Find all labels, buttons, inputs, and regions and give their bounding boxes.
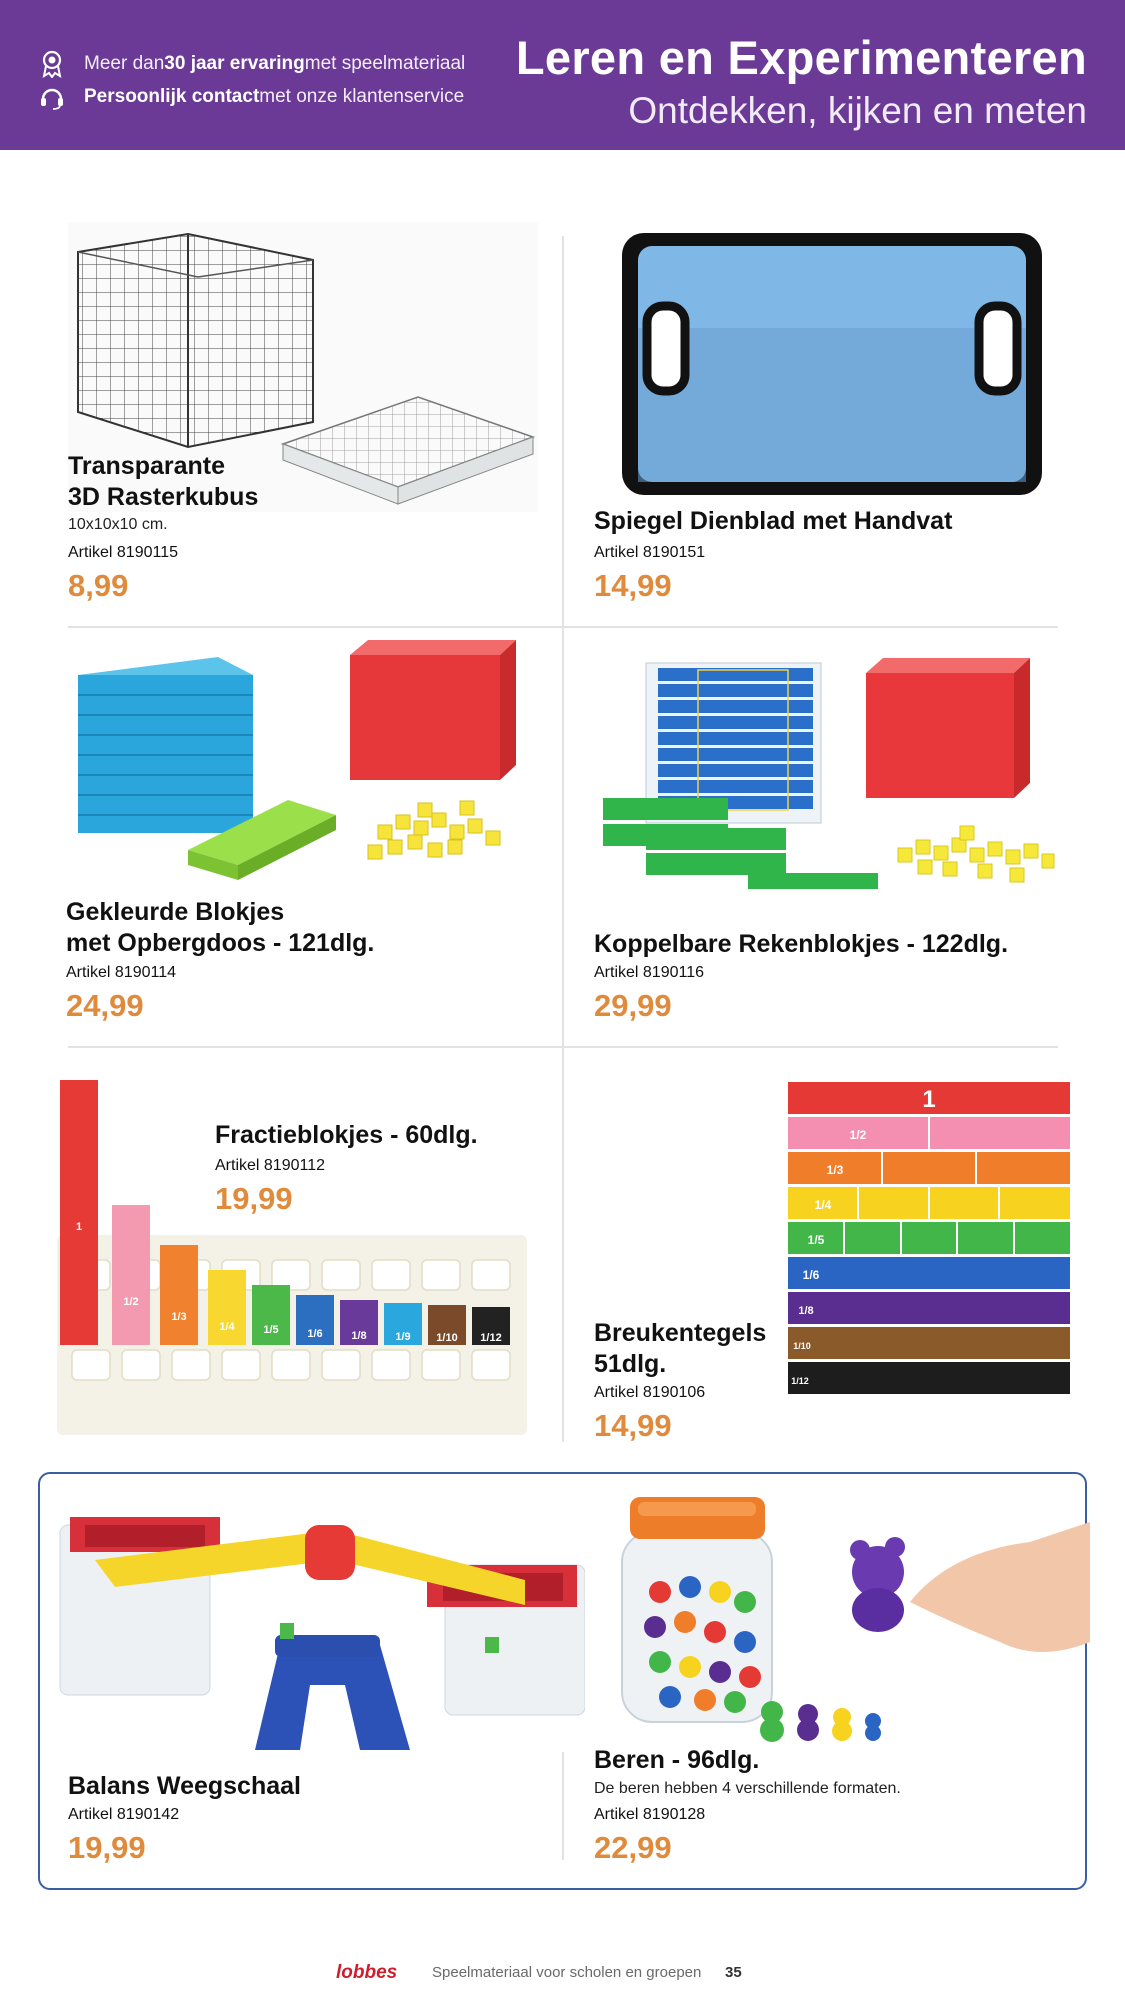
gekleurde-blokjes-name: Gekleurde Blokjes met Opbergdoos - 121dl… (66, 898, 375, 957)
beren-article: Artikel 8190128 (594, 1806, 706, 1823)
dienblad-article: Artikel 8190151 (594, 544, 706, 561)
featured-divider (562, 1752, 564, 1860)
page-title: Leren en Experimenteren (515, 31, 1087, 84)
fraction-label: 1/12 (480, 1332, 501, 1344)
footer-tagline: Speelmateriaal voor scholen en groepen (432, 1964, 702, 1981)
fractieblokjes-price: 19,99 (215, 1181, 293, 1216)
fraction-label: 1/4 (219, 1321, 235, 1333)
tile-label: 1/3 (827, 1163, 844, 1177)
breukentegels-image: 1 1/2 1/3 1/4 1/5 1/6 1/8 1/10 1/12 (788, 1082, 1070, 1402)
tile-label: 1/6 (803, 1268, 820, 1282)
balans-image (55, 1505, 586, 1755)
fraction-label: 1/10 (436, 1332, 457, 1344)
gekleurde-blokjes-price: 24,99 (66, 988, 144, 1023)
featured-box (38, 1472, 1087, 1890)
tile-label: 1/8 (798, 1305, 813, 1317)
dienblad-price: 14,99 (594, 568, 672, 603)
fraction-label: 1/9 (395, 1331, 410, 1343)
fraction-label: 1/2 (123, 1296, 138, 1308)
brand-logo: lobbes (336, 1962, 398, 1983)
beren-image (610, 1492, 1090, 1742)
rasterkubus-desc: 10x10x10 cm. (68, 516, 168, 533)
gekleurde-blokjes-article: Artikel 8190114 (66, 964, 176, 981)
row-divider-2 (68, 1046, 1058, 1048)
row-divider-1 (68, 626, 1058, 628)
rasterkubus-name: Transparante 3D Rasterkubus (68, 452, 259, 511)
fraction-label: 1/5 (263, 1324, 278, 1336)
rasterkubus-article: Artikel 8190115 (68, 544, 178, 561)
fraction-label: 1/8 (351, 1330, 366, 1342)
usp-contact: Persoonlijk contact met onze klantenserv… (38, 83, 464, 111)
koppelbare-blokjes-price: 29,99 (594, 988, 672, 1023)
headset-icon (38, 83, 66, 111)
fraction-label: 1/6 (307, 1328, 322, 1340)
tile-label: 1/4 (815, 1198, 832, 1212)
dienblad-name: Spiegel Dienblad met Handvat (594, 507, 953, 535)
beren-desc: De beren hebben 4 verschillende formaten… (594, 1780, 901, 1797)
breukentegels-name: Breukentegels 51dlg. (594, 1319, 767, 1378)
koppelbare-blokjes-article: Artikel 8190116 (594, 964, 704, 981)
koppelbare-blokjes-name: Koppelbare Rekenblokjes - 122dlg. (594, 930, 1009, 958)
fractieblokjes-article: Artikel 8190112 (215, 1157, 325, 1174)
tile-label: 1/2 (850, 1128, 867, 1142)
tile-label: 1 (922, 1086, 935, 1113)
breukentegels-price: 14,99 (594, 1408, 672, 1443)
tile-label: 1/5 (808, 1233, 825, 1247)
fraction-label: 1/3 (171, 1311, 186, 1323)
rasterkubus-price: 8,99 (68, 568, 129, 603)
balans-name: Balans Weegschaal (68, 1772, 301, 1800)
page-header: Meer dan 30 jaar ervaring met speelmater… (0, 0, 1125, 150)
usp-experience: Meer dan 30 jaar ervaring met speelmater… (38, 50, 465, 78)
fractieblokjes-name: Fractieblokjes - 60dlg. (215, 1121, 478, 1149)
fractieblokjes-image: 1 1/2 1/3 1/4 1/5 1/6 1/8 1/9 1/10 1/12 (52, 1075, 532, 1440)
beren-name: Beren - 96dlg. (594, 1746, 760, 1774)
fraction-label: 1 (76, 1221, 82, 1233)
balans-price: 19,99 (68, 1830, 146, 1865)
beren-price: 22,99 (594, 1830, 672, 1865)
koppelbare-blokjes-image (598, 648, 1058, 918)
balans-article: Artikel 8190142 (68, 1806, 180, 1823)
gekleurde-blokjes-image (68, 635, 538, 890)
dienblad-image (612, 228, 1052, 503)
page-subtitle: Ontdekken, kijken en meten (628, 90, 1087, 131)
rasterkubus-image (68, 222, 538, 512)
column-divider (562, 236, 564, 1442)
tile-label: 1/12 (791, 1376, 809, 1386)
page-number: 35 (725, 1964, 742, 1981)
breukentegels-article: Artikel 8190106 (594, 1384, 706, 1401)
award-icon (38, 50, 66, 78)
tile-label: 1/10 (793, 1341, 811, 1351)
